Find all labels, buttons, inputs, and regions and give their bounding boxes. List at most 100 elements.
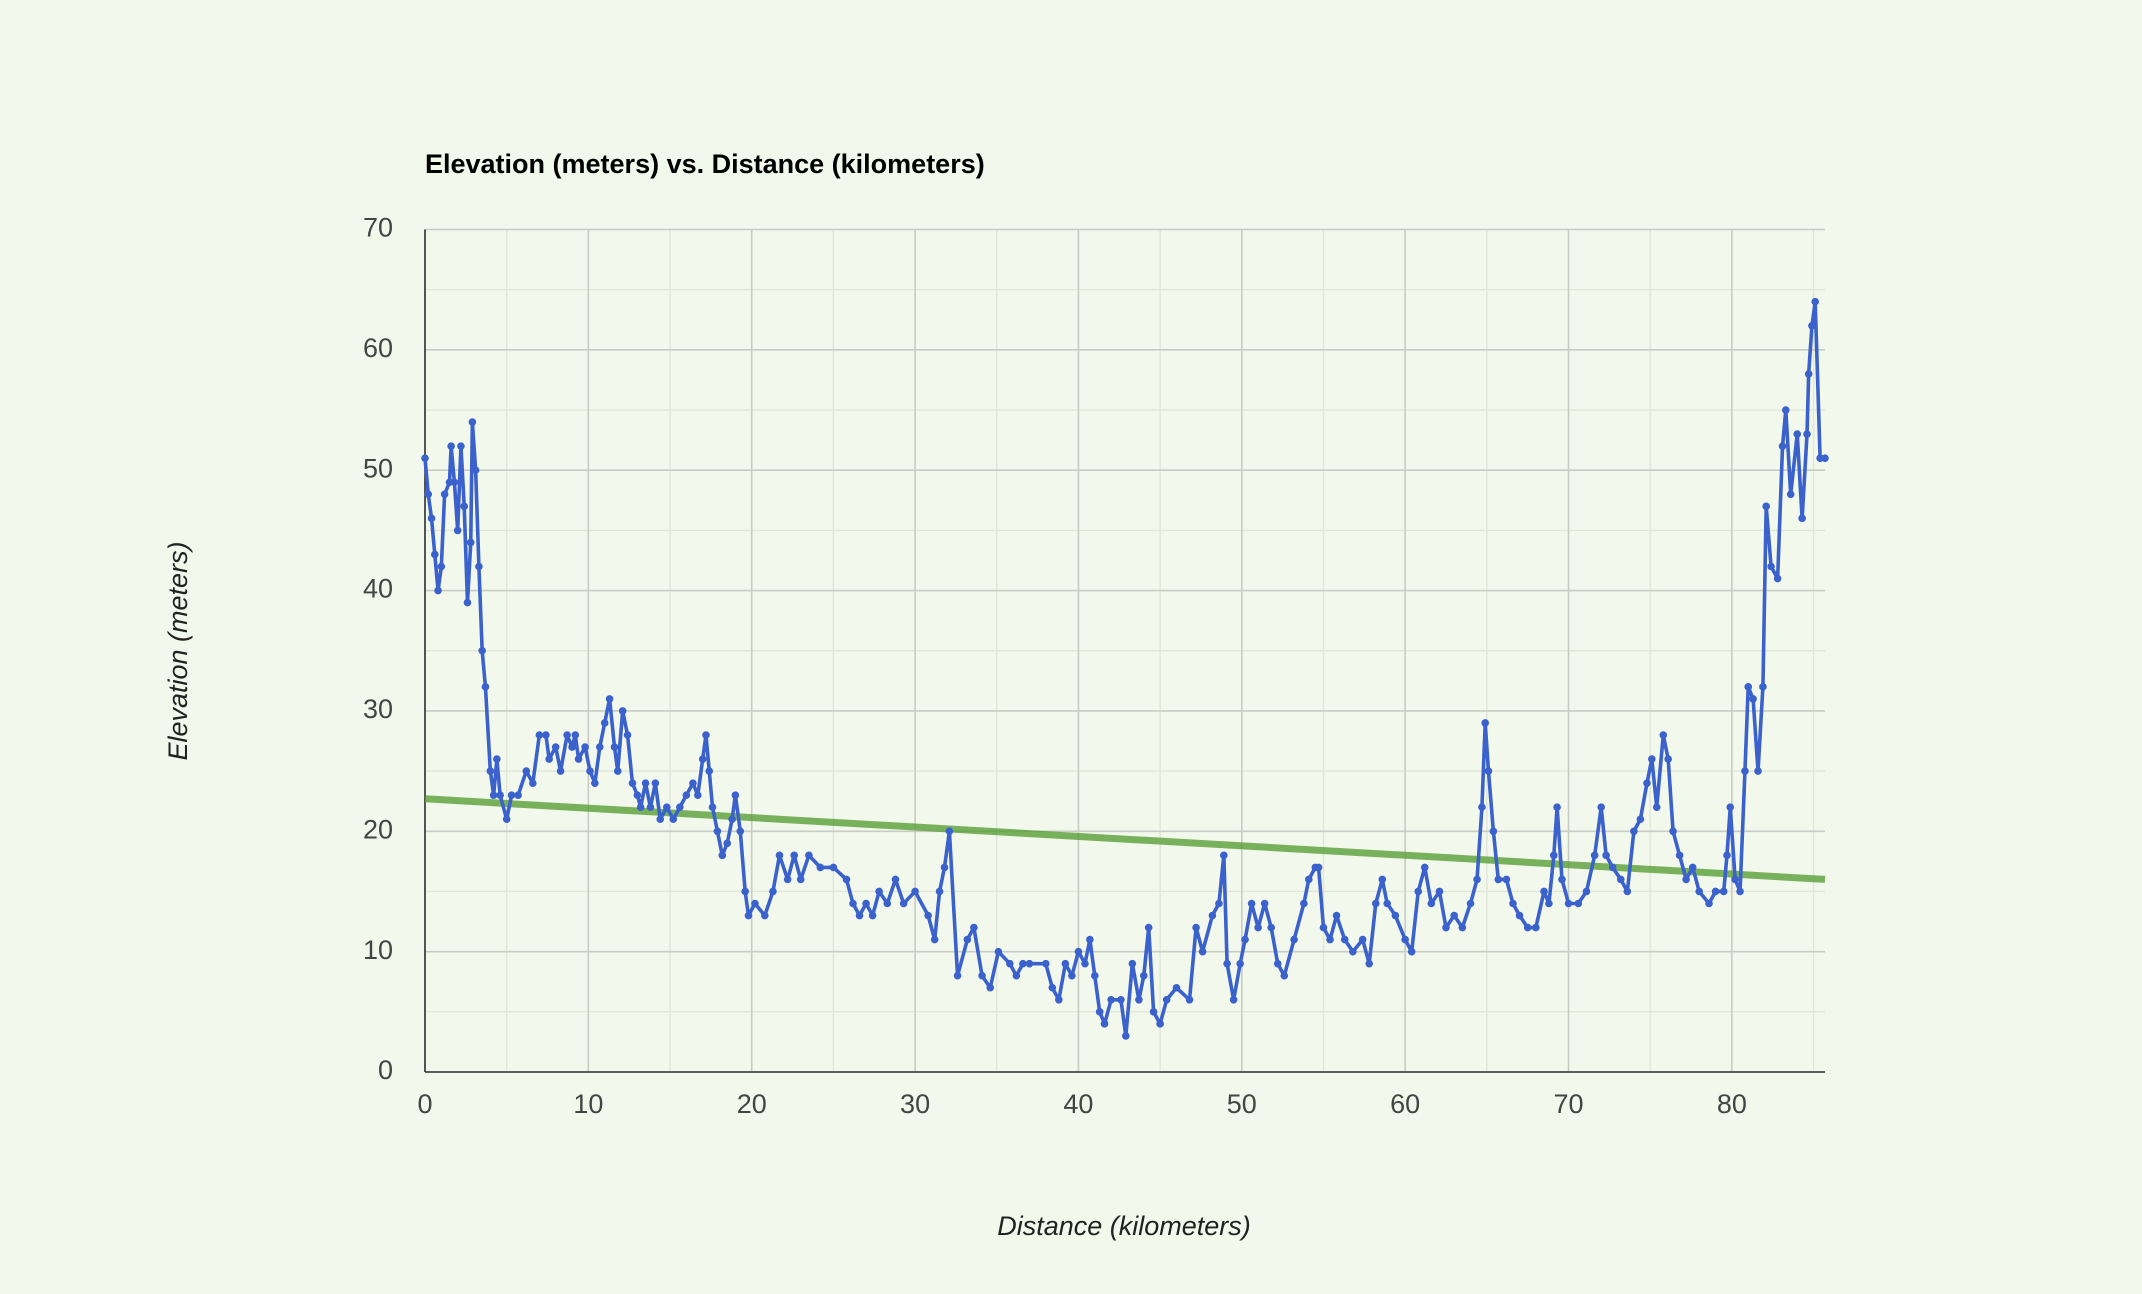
point [600,719,609,727]
point [1582,887,1591,896]
point [1821,454,1829,462]
point [1229,995,1238,1004]
point [535,731,544,739]
point [591,779,599,787]
x-tick-label: 20 [737,1089,767,1119]
point [899,899,908,908]
point [1793,430,1802,438]
point [502,815,511,824]
point [542,731,550,739]
point [1786,490,1795,499]
x-tick-label: 40 [1063,1089,1093,1119]
point [1540,887,1548,896]
point [1081,959,1089,968]
x-tick-label: 80 [1717,1089,1747,1119]
point [1326,935,1334,944]
point [613,767,622,775]
point [447,442,455,450]
point [1648,755,1656,763]
point [571,731,580,739]
point [783,875,792,884]
point [633,791,642,799]
point [493,755,501,763]
point [1340,935,1349,944]
point [1427,899,1436,908]
point [1012,971,1021,980]
y-tick-label: 70 [363,213,393,243]
point [1414,887,1423,896]
point [424,490,433,499]
point [1741,767,1749,775]
point [1254,923,1262,932]
point [862,899,870,908]
point [1762,502,1770,511]
point [796,875,805,884]
point [1808,321,1816,330]
point [1247,899,1256,908]
point [1300,899,1308,908]
point [1090,971,1099,980]
point [651,779,660,787]
point [450,478,459,487]
y-tick-label: 60 [363,333,393,363]
point [1260,899,1269,908]
point [868,911,877,920]
x-tick-label: 50 [1227,1089,1257,1119]
point [1290,935,1298,944]
point [1055,995,1063,1004]
point [1798,514,1806,523]
point [623,731,632,739]
point [963,935,972,944]
point [805,851,813,860]
point [775,851,784,860]
point [1220,851,1228,860]
point [1048,983,1057,992]
point [1458,923,1467,932]
point [1371,899,1380,908]
point [1223,959,1231,968]
point [769,887,777,896]
point [842,875,851,884]
point [618,707,627,715]
point [1705,899,1713,908]
point [556,767,565,775]
point [875,887,883,896]
point [434,586,442,595]
x-tick-label: 30 [900,1089,930,1119]
point [1122,1032,1130,1040]
point [1401,935,1409,944]
point [1139,971,1148,980]
point [628,779,637,787]
point [486,767,495,775]
point [1215,899,1223,908]
point [1484,767,1493,775]
point [595,743,604,751]
y-tick-label: 10 [363,935,393,965]
point [460,502,469,511]
point [1636,815,1645,824]
point [1564,899,1573,908]
point [574,755,583,763]
point [751,899,759,908]
point [478,646,486,655]
point [1502,875,1511,884]
point [1767,562,1775,571]
point [646,803,655,812]
x-tick-label: 70 [1554,1089,1584,1119]
point [522,767,531,775]
point [1208,911,1217,920]
point [1719,887,1728,896]
point [1006,959,1014,968]
x-axis-label: Distance (kilometers) [997,1211,1251,1241]
point [1773,574,1782,583]
point [610,743,619,751]
point [1442,923,1450,932]
point [1664,755,1672,763]
point [468,418,477,426]
point [1616,875,1625,884]
point [1450,911,1458,920]
point [1162,995,1171,1004]
point [551,743,560,751]
point [816,863,825,872]
